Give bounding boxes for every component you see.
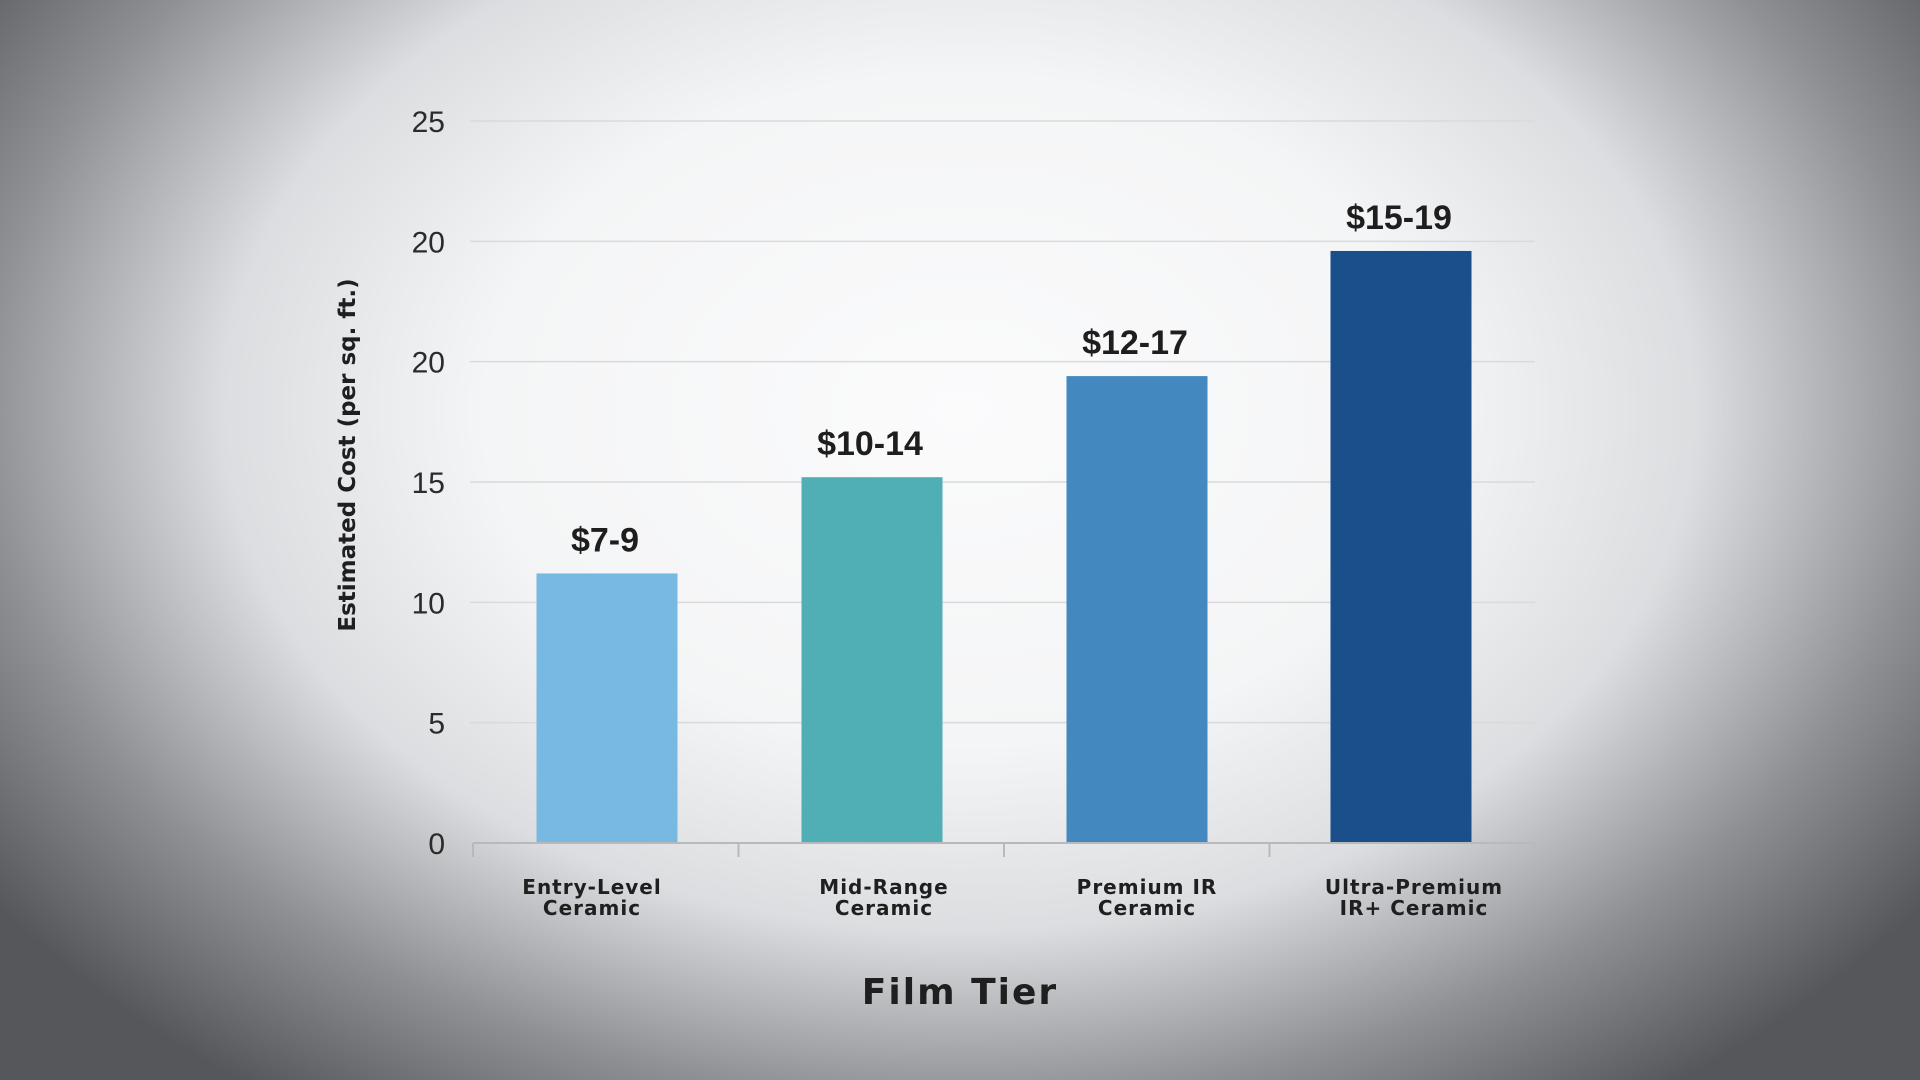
x-tick-label: Premium IR [1077,875,1218,899]
x-axis [472,842,1536,857]
x-tick-label: Ceramic [835,896,933,920]
y-tick-label: 5 [428,708,445,741]
data-label: $12-17 [1082,324,1188,362]
x-axis-ticks: Entry-LevelCeramicMid-RangeCeramicPremiu… [522,875,1503,920]
bar [536,573,678,843]
y-tick-label: 20 [412,226,445,259]
bar [1330,250,1472,843]
y-tick-label: 0 [428,828,445,861]
y-axis-title: Estimated Cost (per sq. ft.) [335,278,361,631]
x-tick-label: Ceramic [1098,896,1196,920]
data-label: $7-9 [571,521,639,559]
bars [536,250,1472,843]
bar [1066,376,1208,843]
x-tick-label: Entry-Level [522,875,661,899]
data-label: $10-14 [817,425,923,463]
y-tick-label: 10 [412,587,445,620]
data-label: $15-19 [1346,199,1452,237]
y-tick-label: 20 [412,347,445,380]
y-axis-ticks: 0 5 10 15 20 20 25 [412,106,445,861]
x-tick-label: Ceramic [543,896,641,920]
data-labels: $7-9 $10-14 $12-17 $15-19 [571,199,1452,559]
x-axis-title: Film Tier [862,972,1058,1013]
y-tick-label: 25 [412,106,445,139]
x-tick-label: Ultra-Premium [1325,875,1503,899]
x-tick-label: Mid-Range [819,875,948,899]
x-tick-label: IR+ Ceramic [1340,896,1489,920]
bar [801,477,943,843]
y-tick-label: 15 [412,467,445,500]
